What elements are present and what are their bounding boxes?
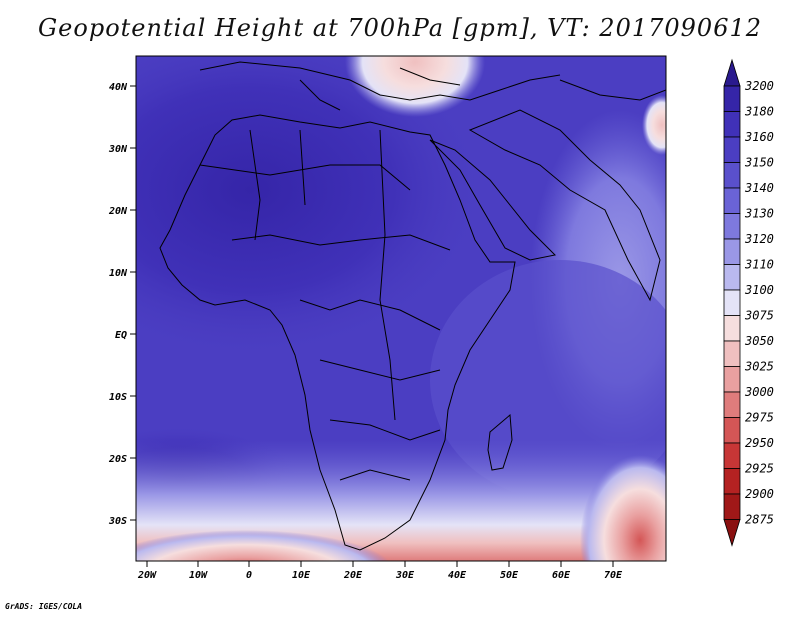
colorbar-arrow-top bbox=[723, 58, 741, 87]
colorbar-segment bbox=[723, 391, 741, 418]
colorbar-segment bbox=[723, 468, 741, 495]
colorbar-segment bbox=[723, 417, 741, 444]
colorbar-label: 3100 bbox=[744, 283, 774, 297]
colorbar-label: 3110 bbox=[744, 258, 774, 272]
colorbar-label: 3025 bbox=[744, 360, 774, 374]
lon-axis: 20W 10W 0 10E 20E 30E 40E 50E 60E 70E bbox=[137, 561, 623, 581]
colorbar-segment bbox=[723, 162, 741, 189]
colorbar-label: 3000 bbox=[744, 385, 774, 399]
colorbar-label: 2925 bbox=[745, 462, 774, 476]
lat-label-20n: 20N bbox=[108, 206, 128, 217]
colorbar-label: 3200 bbox=[744, 79, 774, 93]
colorbar-segment bbox=[723, 289, 741, 316]
colorbar-segment bbox=[723, 111, 741, 138]
coastlines bbox=[159, 61, 666, 551]
colorbar-label: 2900 bbox=[745, 487, 774, 501]
colorbar-label: 2975 bbox=[745, 411, 774, 425]
colorbar-segment bbox=[723, 187, 741, 214]
lon-label-50e: 50E bbox=[500, 570, 519, 581]
colorbar: 3200 3180 3160 3150 3140 3130 3120 3110 3100 3075… bbox=[723, 58, 774, 547]
colorbar-label: 3160 bbox=[744, 130, 774, 144]
colorbar-label: 3130 bbox=[744, 207, 774, 221]
plot-frame bbox=[135, 55, 667, 562]
colorbar-arrow-bottom bbox=[723, 519, 741, 547]
lon-label-10w: 10W bbox=[189, 570, 208, 581]
colorbar-segment bbox=[723, 213, 741, 240]
colorbar-label: 2950 bbox=[745, 436, 774, 450]
colorbar-label: 3150 bbox=[744, 156, 774, 170]
lat-axis: 40N 30N 20N 10N EQ 10S 20S 30S bbox=[108, 82, 136, 527]
colorbar-segment bbox=[723, 264, 741, 291]
lat-label-20s: 20S bbox=[108, 454, 127, 465]
lon-label-20e: 20E bbox=[343, 570, 363, 581]
lat-label-40n: 40N bbox=[109, 82, 128, 93]
colorbar-label: 3050 bbox=[744, 334, 774, 348]
colorbar-segment bbox=[723, 442, 741, 469]
colorbar-label: 3180 bbox=[744, 105, 774, 119]
colorbar-label: 3120 bbox=[744, 232, 774, 246]
lat-label-10s: 10S bbox=[109, 392, 127, 403]
lon-label-40e: 40E bbox=[448, 570, 467, 581]
lon-label-0: 0 bbox=[246, 570, 252, 581]
colorbar-segment bbox=[723, 85, 741, 112]
colorbar-segment bbox=[723, 315, 741, 342]
lat-label-30n: 30N bbox=[108, 144, 128, 155]
lon-label-30e: 30E bbox=[395, 570, 415, 581]
map-title: Geopotential Height at 700hPa [gpm], VT:… bbox=[38, 14, 762, 42]
colorbar-segment bbox=[723, 136, 741, 163]
lon-label-10e: 10E bbox=[292, 570, 311, 581]
colorbar-segment bbox=[723, 340, 741, 367]
lat-label-30s: 30S bbox=[108, 516, 127, 527]
lon-label-70e: 70E bbox=[604, 570, 623, 581]
colorbar-segment bbox=[723, 366, 741, 393]
lon-label-20w: 20W bbox=[137, 570, 157, 581]
lat-label-eq: EQ bbox=[115, 330, 127, 341]
lat-label-10n: 10N bbox=[109, 268, 128, 279]
colorbar-label: 2875 bbox=[745, 513, 774, 527]
credit-text: GrADS: IGES/COLA bbox=[5, 602, 83, 611]
colorbar-segment bbox=[723, 238, 741, 265]
colorbar-label: 3140 bbox=[744, 181, 774, 195]
colorbar-segment bbox=[723, 493, 741, 520]
colorbar-label: 3075 bbox=[744, 309, 774, 323]
height-field bbox=[136, 56, 666, 561]
lon-label-60e: 60E bbox=[552, 570, 571, 581]
